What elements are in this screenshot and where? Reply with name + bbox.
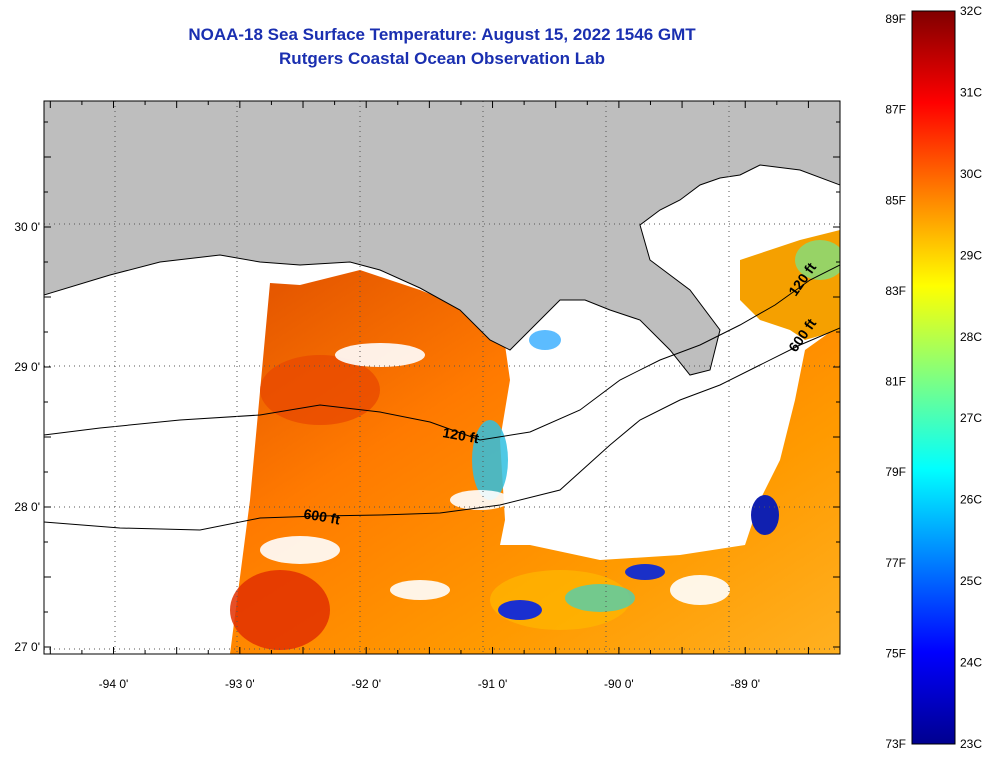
- y-tick-label: 27 0': [14, 640, 40, 654]
- cool-water-patch: [751, 495, 779, 535]
- colorbar-f-label: 75F: [885, 646, 906, 660]
- colorbar-c-label: 32C: [960, 4, 982, 18]
- x-tick-label: -89 0': [730, 677, 760, 691]
- cool-water-patch: [565, 584, 635, 612]
- colorbar-f-label: 79F: [885, 465, 906, 479]
- warm-water-patch: [260, 355, 380, 425]
- colorbar-f-label: 73F: [885, 737, 906, 751]
- colorbar-c-label: 26C: [960, 493, 982, 507]
- colorbar: [911, 10, 956, 745]
- colorbar-celsius-labels: 32C 31C 30C 29C 28C 27C 26C 25C 24C 23C: [960, 4, 982, 751]
- contour-label: 120 ft: [441, 424, 480, 446]
- axis-tick-marks: [44, 101, 841, 654]
- colorbar-f-label: 85F: [885, 193, 906, 207]
- cloud-gap: [335, 343, 425, 367]
- x-tick-label: -92 0': [351, 677, 381, 691]
- cloud-gap: [450, 490, 510, 510]
- colorbar-c-label: 24C: [960, 656, 982, 670]
- y-axis-labels: 30 0' 29 0' 28 0' 27 0': [14, 220, 40, 654]
- cool-water-patch: [529, 330, 561, 350]
- y-tick-label: 28 0': [14, 500, 40, 514]
- depth-contour-120ft: [44, 264, 840, 441]
- colorbar-c-label: 27C: [960, 411, 982, 425]
- land-mass: [44, 101, 840, 376]
- cloud-gap: [670, 575, 730, 605]
- map-title: NOAA-18 Sea Surface Temperature: August …: [188, 25, 696, 44]
- x-tick-label: -94 0': [99, 677, 129, 691]
- map-subtitle: Rutgers Coastal Ocean Observation Lab: [279, 49, 605, 68]
- cool-water-patch: [795, 240, 840, 280]
- x-tick-label: -93 0': [225, 677, 255, 691]
- cloud-gap: [260, 536, 340, 564]
- warm-water-patch: [230, 570, 330, 650]
- colorbar-f-label: 77F: [885, 556, 906, 570]
- x-axis-labels: -94 0' -93 0' -92 0' -91 0' -90 0' -89 0': [99, 677, 760, 691]
- map-frame: [43, 100, 841, 655]
- x-tick-label: -91 0': [478, 677, 508, 691]
- cloud-gap: [390, 580, 450, 600]
- colorbar-f-label: 81F: [885, 375, 906, 389]
- colorbar-c-label: 29C: [960, 248, 982, 262]
- colorbar-f-label: 89F: [885, 12, 906, 26]
- cool-water-patch: [625, 564, 665, 580]
- colorbar-f-label: 87F: [885, 103, 906, 117]
- colorbar-c-label: 23C: [960, 737, 982, 751]
- colorbar-f-label: 83F: [885, 284, 906, 298]
- contour-label: 600 ft: [302, 505, 341, 527]
- depth-contour-600ft: [44, 327, 840, 531]
- cool-water-patch: [498, 600, 542, 620]
- colorbar-fahrenheit-labels: 89F 87F 85F 83F 81F 79F 77F 75F 73F: [885, 12, 906, 751]
- colorbar-c-label: 28C: [960, 330, 982, 344]
- colorbar-c-label: 30C: [960, 167, 982, 181]
- y-tick-label: 29 0': [14, 360, 40, 374]
- x-tick-label: -90 0': [604, 677, 634, 691]
- graticule: [44, 101, 840, 654]
- y-tick-label: 30 0': [14, 220, 40, 234]
- colorbar-c-label: 25C: [960, 574, 982, 588]
- colorbar-c-label: 31C: [960, 85, 982, 99]
